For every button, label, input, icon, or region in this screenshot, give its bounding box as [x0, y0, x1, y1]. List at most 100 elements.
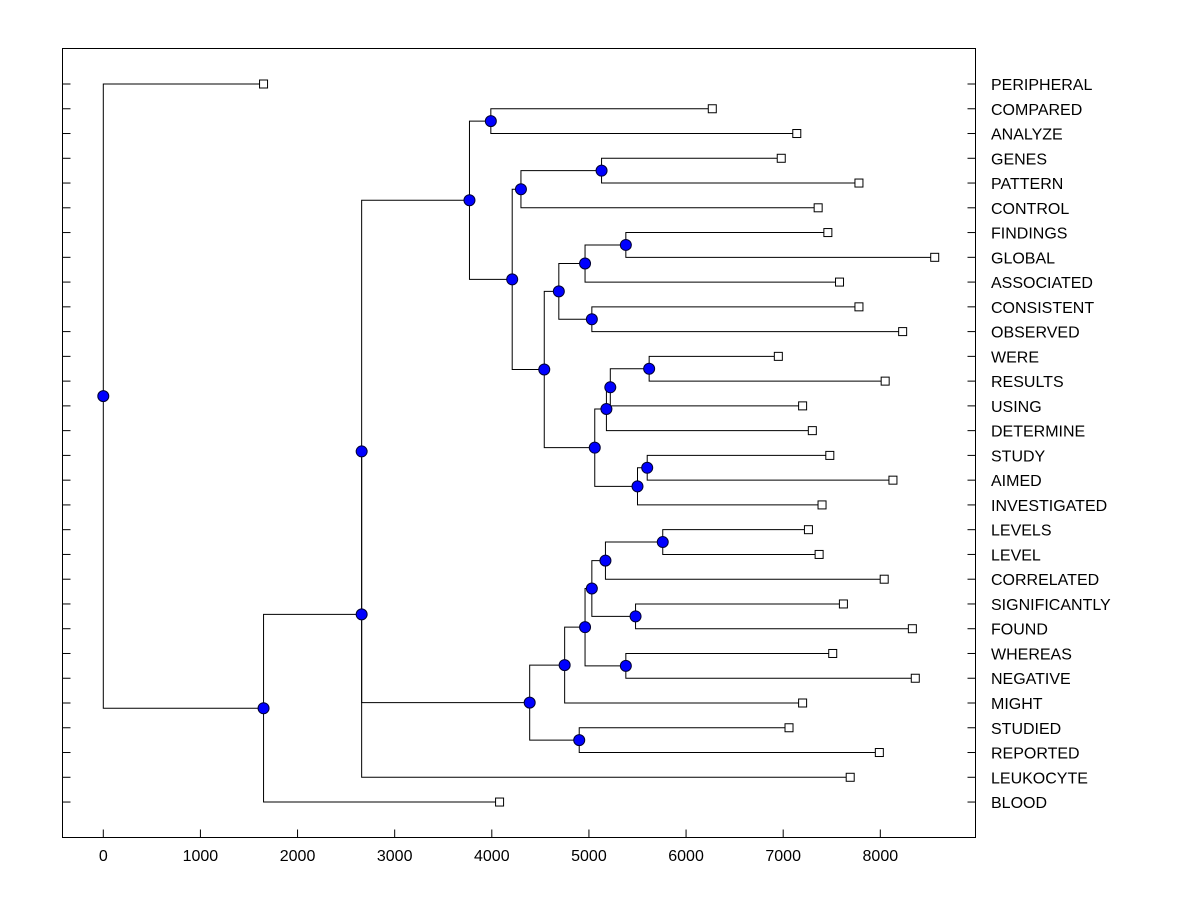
merge-node: [595, 164, 608, 177]
merge-node: [579, 621, 592, 634]
merge-node: [552, 285, 565, 298]
merge-link: [564, 626, 803, 704]
leaf-label: CONSISTENT: [991, 300, 1094, 317]
leaf-marker: [823, 228, 833, 238]
merge-node: [355, 608, 368, 621]
leaf-label: BLOOD: [991, 795, 1047, 812]
merge-link: [520, 170, 819, 209]
leaf-marker: [495, 797, 505, 807]
leaf-marker: [854, 178, 864, 188]
leaf-marker: [845, 772, 855, 782]
leaf-label: CORRELATED: [991, 572, 1099, 589]
merge-link: [625, 232, 935, 258]
x-tick-label: 2000: [280, 848, 316, 865]
leaf-marker: [907, 624, 917, 634]
merge-node: [97, 390, 110, 403]
leaf-marker: [776, 153, 786, 163]
merge-node: [656, 536, 669, 549]
leaf-marker: [798, 698, 808, 708]
leaf-label: MIGHT: [991, 696, 1043, 713]
x-tick-label: 3000: [377, 848, 413, 865]
merge-link: [594, 408, 638, 487]
leaf-label: FOUND: [991, 622, 1048, 639]
leaf-label: STUDY: [991, 448, 1046, 465]
merge-link: [584, 587, 626, 667]
merge-node: [514, 183, 527, 196]
plot-frame: [62, 48, 976, 838]
merge-link: [604, 541, 885, 580]
x-tick-label: 1000: [183, 848, 219, 865]
merge-link: [543, 290, 595, 449]
merge-node: [558, 659, 571, 672]
merge-link: [635, 603, 913, 630]
leaf-label: OBSERVED: [991, 325, 1080, 342]
leaf-marker: [825, 450, 835, 460]
leaf-label: RESULTS: [991, 374, 1064, 391]
merge-link: [584, 244, 840, 283]
merge-link: [591, 560, 636, 617]
merge-node: [641, 461, 654, 474]
merge-link: [263, 613, 500, 803]
leaf-label: LEUKOCYTE: [991, 770, 1088, 787]
leaf-marker: [835, 277, 845, 287]
merge-node: [257, 702, 270, 715]
y-axis-ticks: [62, 83, 976, 803]
merge-link: [468, 120, 513, 280]
leaf-label: COMPARED: [991, 102, 1082, 119]
x-tick-label: 6000: [668, 848, 704, 865]
merge-node: [643, 362, 656, 375]
leaf-marker: [930, 252, 940, 262]
leaf-marker: [807, 426, 817, 436]
leaf-marker: [879, 574, 889, 584]
leaf-marker: [773, 351, 783, 361]
merge-node: [631, 480, 644, 493]
merge-node: [585, 582, 598, 595]
merge-link: [490, 108, 797, 135]
leaf-label: WHEREAS: [991, 646, 1072, 663]
node-markers: [97, 79, 940, 807]
leaf-label: PATTERN: [991, 176, 1063, 193]
merge-link: [361, 451, 851, 778]
leaf-marker: [854, 302, 864, 312]
leaf-label: USING: [991, 399, 1042, 416]
merge-link: [662, 529, 820, 555]
merge-node: [579, 257, 592, 270]
leaf-marker: [874, 748, 884, 758]
merge-link: [609, 368, 803, 407]
leaf-marker: [888, 475, 898, 485]
leaf-labels: PERIPHERAL COMPARED ANALYZE GENES PATTERN CON…: [991, 77, 1111, 812]
leaf-marker: [814, 549, 824, 559]
leaf-label: INVESTIGATED: [991, 498, 1107, 515]
leaf-label: LEVELS: [991, 523, 1051, 540]
x-tick-label: 0: [99, 848, 108, 865]
leaf-marker: [707, 104, 717, 114]
merge-node: [588, 441, 601, 454]
merge-node: [585, 313, 598, 326]
leaf-marker: [838, 599, 848, 609]
leaf-label: FINDINGS: [991, 226, 1067, 243]
leaf-label: LEVEL: [991, 547, 1041, 564]
merge-link: [648, 355, 886, 382]
merge-link: [601, 157, 859, 184]
leaf-label: DETERMINE: [991, 424, 1085, 441]
merge-node: [599, 554, 612, 567]
merge-link: [636, 467, 823, 506]
merge-node: [538, 363, 551, 376]
leaf-label: REPORTED: [991, 746, 1080, 763]
leaf-label: NEGATIVE: [991, 671, 1071, 688]
merge-node: [463, 194, 476, 207]
leaf-marker: [259, 79, 269, 89]
merge-node: [600, 402, 613, 415]
leaf-marker: [898, 327, 908, 337]
leaf-marker: [880, 376, 890, 386]
leaf-label: PERIPHERAL: [991, 77, 1092, 94]
leaf-label: CONTROL: [991, 201, 1069, 218]
merge-node: [523, 696, 536, 709]
merge-node: [355, 445, 368, 458]
x-axis-ticks: 0 1000 2000 3000 4000 5000 6000 7000 8000: [99, 829, 898, 865]
leaf-marker: [817, 500, 827, 510]
merge-link: [578, 727, 880, 754]
leaf-label: ANALYZE: [991, 127, 1063, 144]
leaf-label: GENES: [991, 151, 1047, 168]
